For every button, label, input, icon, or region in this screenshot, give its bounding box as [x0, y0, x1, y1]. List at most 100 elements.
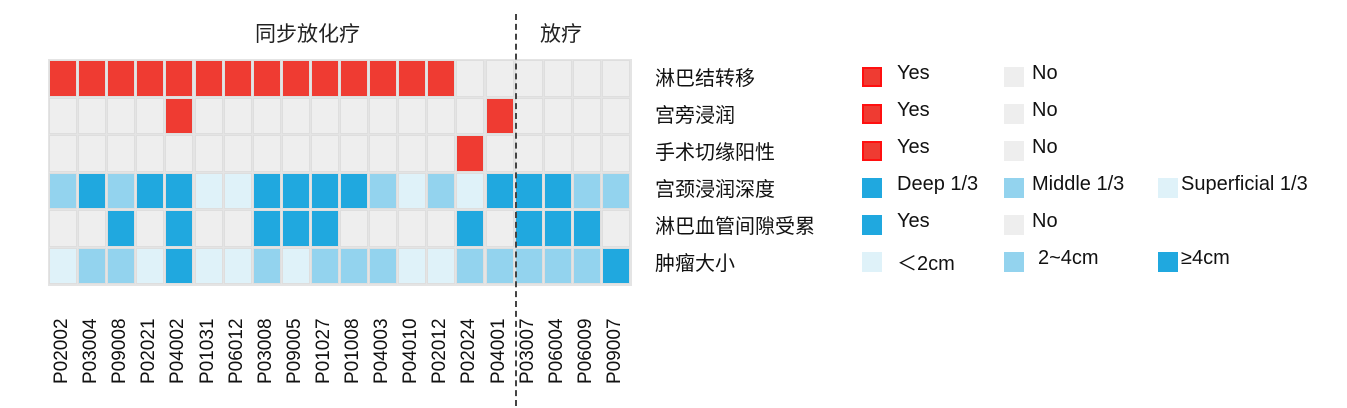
row-label: 淋巴血管间隙受累 [655, 214, 815, 238]
patient-label: P09005 [283, 318, 305, 384]
heatmap-cell [281, 247, 310, 284]
legend-swatch [1158, 252, 1178, 272]
heatmap-cell [252, 135, 281, 172]
legend-swatch [862, 178, 882, 198]
heatmap-cell [485, 60, 514, 97]
heatmap-cell [543, 135, 572, 172]
patient-label: P06012 [225, 318, 247, 384]
heatmap-cell [514, 247, 543, 284]
heatmap-cell [136, 135, 165, 172]
heatmap-cell [398, 60, 427, 97]
heatmap-cell [543, 172, 572, 209]
heatmap-cell [107, 210, 136, 247]
legend-swatch [1004, 178, 1024, 198]
heatmap-cell [543, 247, 572, 284]
heatmap-cell [543, 210, 572, 247]
heatmap-cell [252, 210, 281, 247]
heatmap-cell [485, 97, 514, 134]
heatmap-cell [514, 97, 543, 134]
heatmap-cell [427, 97, 456, 134]
heatmap-cell [427, 60, 456, 97]
heatmap-cell [456, 210, 485, 247]
heatmap-cell [369, 210, 398, 247]
patient-label: P04002 [167, 318, 189, 384]
heatmap-cell [78, 97, 107, 134]
heatmap-cell [340, 247, 369, 284]
heatmap-cell [543, 60, 572, 97]
heatmap-cell [572, 247, 601, 284]
heatmap-cell [572, 210, 601, 247]
heatmap-cell [514, 135, 543, 172]
heatmap-cell [456, 247, 485, 284]
legend-label: ＜2cm [897, 253, 955, 275]
patient-label: P01031 [196, 318, 218, 384]
heatmap-cell [485, 135, 514, 172]
legend-label: Yes [897, 210, 930, 232]
heatmap-cell [281, 97, 310, 134]
heatmap-cell [572, 135, 601, 172]
patient-label: P02021 [138, 318, 160, 384]
heatmap-cell [78, 247, 107, 284]
heatmap-cell [49, 135, 78, 172]
patient-label: P03007 [516, 318, 538, 384]
heatmap-cell [310, 135, 339, 172]
heatmap-cell [165, 97, 194, 134]
heatmap-cell [281, 60, 310, 97]
legend-label: Superficial 1/3 [1181, 173, 1308, 195]
legend-swatch [1158, 178, 1178, 198]
legend-label: Yes [897, 62, 930, 84]
heatmap-cell [601, 247, 630, 284]
heatmap-cell [223, 97, 252, 134]
heatmap-cell [398, 247, 427, 284]
heatmap-cell [194, 172, 223, 209]
patient-label: P02012 [429, 318, 451, 384]
heatmap-cell [223, 247, 252, 284]
heatmap-cell [165, 172, 194, 209]
legend-swatch [1004, 67, 1024, 87]
row-label: 宫旁浸润 [655, 103, 735, 127]
legend-label: 2~4cm [1038, 247, 1099, 269]
heatmap-cell [398, 97, 427, 134]
heatmap-cell [601, 97, 630, 134]
heatmap-cell [427, 172, 456, 209]
heatmap-cell [223, 135, 252, 172]
heatmap-cell [78, 172, 107, 209]
patient-label: P02024 [458, 318, 480, 384]
heatmap-cell [310, 172, 339, 209]
heatmap-cell [194, 135, 223, 172]
heatmap-cell [49, 172, 78, 209]
heatmap-cell [456, 172, 485, 209]
heatmap-cell [49, 97, 78, 134]
legend-swatch [862, 67, 882, 87]
heatmap-cell [223, 60, 252, 97]
heatmap-cell [136, 247, 165, 284]
heatmap-cell [310, 210, 339, 247]
heatmap-cell [78, 135, 107, 172]
heatmap-cell [340, 135, 369, 172]
heatmap-cell [252, 97, 281, 134]
legend-label: ≥4cm [1181, 247, 1230, 269]
heatmap-cell [165, 135, 194, 172]
row-label: 淋巴结转移 [655, 66, 755, 90]
heatmap-cell [107, 135, 136, 172]
legend-swatch [862, 215, 882, 235]
legend-label: No [1032, 99, 1058, 121]
heatmap-cell [136, 210, 165, 247]
heatmap-cell [456, 97, 485, 134]
group-title-chemoradiotherapy: 同步放化疗 [255, 22, 360, 46]
patient-label: P01027 [312, 318, 334, 384]
heatmap-cell [601, 60, 630, 97]
legend-swatch [862, 141, 882, 161]
heatmap-cell [136, 172, 165, 209]
heatmap-cell [485, 210, 514, 247]
heatmap-cell [514, 60, 543, 97]
heatmap-cell [194, 60, 223, 97]
heatmap-cell [107, 60, 136, 97]
legend-swatch [862, 104, 882, 124]
patient-label: P01008 [342, 318, 363, 384]
heatmap-cell [281, 210, 310, 247]
heatmap-cell [340, 60, 369, 97]
heatmap-cell [281, 172, 310, 209]
heatmap-cell [281, 135, 310, 172]
